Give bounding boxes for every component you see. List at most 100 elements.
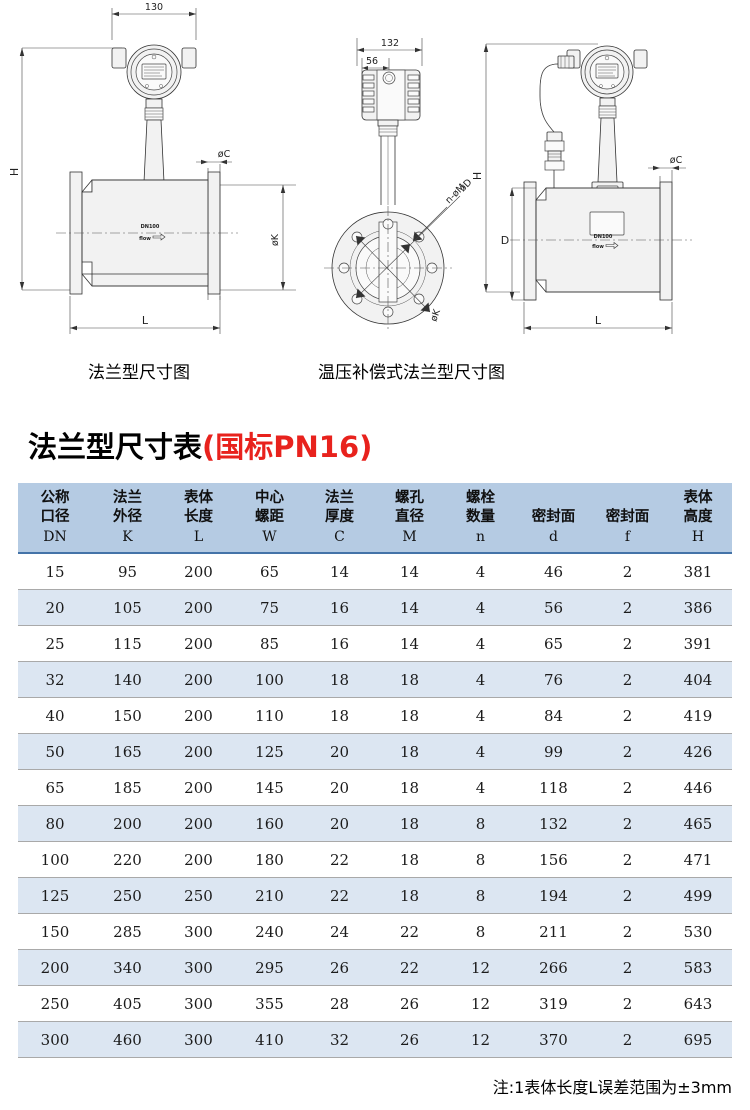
table-cell: 471 bbox=[664, 841, 732, 878]
col-header-w-line2: 螺距 bbox=[255, 509, 284, 525]
body-label-dn: DN100 bbox=[141, 224, 160, 230]
table-cell: 15 bbox=[18, 553, 92, 590]
table-cell: 12 bbox=[445, 985, 516, 1022]
table-cell: 18 bbox=[374, 805, 445, 842]
meter-body: DN100 flow bbox=[56, 171, 238, 295]
table-cell: 12 bbox=[445, 949, 516, 986]
table-cell: 65 bbox=[516, 625, 591, 662]
dim-flange-od-K: øK bbox=[220, 184, 296, 291]
dim-label-length-right: L bbox=[595, 314, 602, 327]
col-header-n-symbol: n bbox=[475, 529, 486, 545]
table-cell: 2 bbox=[591, 949, 664, 986]
dim-label-head-width-132: 132 bbox=[381, 38, 399, 49]
table-cell: 300 bbox=[163, 985, 234, 1022]
dim-label-height-right: H bbox=[471, 172, 484, 180]
table-cell: 2 bbox=[591, 841, 664, 878]
table-row: 100 220 200 180 22 18 8 156 2 471 bbox=[18, 841, 732, 878]
caption-compensated-flange-type: 温压补偿式法兰型尺寸图 bbox=[318, 363, 505, 383]
transmitter-head-right bbox=[566, 45, 648, 204]
col-header-l-line2: 长度 bbox=[184, 509, 213, 525]
col-header-m-line2: 直径 bbox=[395, 509, 424, 525]
col-header-f: 密封面 f bbox=[591, 483, 664, 554]
table-cell: 2 bbox=[591, 733, 664, 770]
table-cell: 2 bbox=[591, 913, 664, 950]
table-cell: 200 bbox=[163, 553, 234, 590]
col-header-l-symbol: L bbox=[193, 529, 204, 545]
table-cell: 300 bbox=[163, 949, 234, 986]
table-cell: 22 bbox=[305, 841, 374, 878]
table-cell: 210 bbox=[234, 877, 305, 914]
table-cell: 200 bbox=[18, 949, 92, 986]
dim-label-flange-od-D: D bbox=[501, 234, 509, 247]
table-cell: 105 bbox=[92, 589, 163, 626]
table-cell: 4 bbox=[445, 553, 516, 590]
table-cell: 695 bbox=[664, 1021, 732, 1058]
spec-table-container: 公称 口径 DN 法兰 外径 K 表体 长度 L 中心 螺距 W bbox=[18, 483, 732, 1058]
table-cell: 80 bbox=[18, 805, 92, 842]
table-cell: 4 bbox=[445, 661, 516, 698]
table-header: 公称 口径 DN 法兰 外径 K 表体 长度 L 中心 螺距 W bbox=[18, 483, 732, 554]
table-cell: 460 bbox=[92, 1021, 163, 1058]
table-cell: 2 bbox=[591, 769, 664, 806]
table-cell: 125 bbox=[18, 877, 92, 914]
col-header-k-line1: 法兰 bbox=[113, 490, 142, 506]
table-cell: 391 bbox=[664, 625, 732, 662]
table-cell: 95 bbox=[92, 553, 163, 590]
table-cell: 340 bbox=[92, 949, 163, 986]
table-cell: 8 bbox=[445, 805, 516, 842]
table-cell: 266 bbox=[516, 949, 591, 986]
table-cell: 22 bbox=[374, 949, 445, 986]
table-cell: 319 bbox=[516, 985, 591, 1022]
col-header-h-line1: 表体 bbox=[683, 490, 713, 506]
table-cell: 20 bbox=[305, 805, 374, 842]
table-cell: 583 bbox=[664, 949, 732, 986]
table-cell: 2 bbox=[591, 805, 664, 842]
table-cell: 160 bbox=[234, 805, 305, 842]
table-cell: 132 bbox=[516, 805, 591, 842]
table-cell: 125 bbox=[234, 733, 305, 770]
table-cell: 50 bbox=[18, 733, 92, 770]
dim-height-H: H bbox=[8, 47, 122, 291]
table-cell: 200 bbox=[163, 805, 234, 842]
table-cell: 20 bbox=[305, 769, 374, 806]
table-cell: 100 bbox=[18, 841, 92, 878]
body-label-flow: flow bbox=[139, 236, 151, 242]
col-header-m-symbol: M bbox=[402, 529, 417, 545]
table-cell: 140 bbox=[92, 661, 163, 698]
table-cell: 2 bbox=[591, 553, 664, 590]
table-cell: 85 bbox=[234, 625, 305, 662]
table-cell: 28 bbox=[305, 985, 374, 1022]
col-header-dn-symbol: DN bbox=[43, 529, 67, 545]
table-cell: 300 bbox=[18, 1021, 92, 1058]
table-cell: 300 bbox=[163, 913, 234, 950]
table-row: 300 460 300 410 32 26 12 370 2 695 bbox=[18, 1021, 732, 1058]
table-cell: 240 bbox=[234, 913, 305, 950]
col-header-n: 螺栓 数量 n bbox=[445, 483, 516, 554]
dim-height-H-right: H bbox=[471, 43, 598, 293]
table-cell: 185 bbox=[92, 769, 163, 806]
table-cell: 200 bbox=[163, 769, 234, 806]
col-header-d: 密封面 d bbox=[516, 483, 591, 554]
col-header-w: 中心 螺距 W bbox=[234, 483, 305, 554]
table-cell: 22 bbox=[305, 877, 374, 914]
table-row: 65 185 200 145 20 18 4 118 2 446 bbox=[18, 769, 732, 806]
col-header-w-line1: 中心 bbox=[255, 490, 284, 506]
dim-label-flange-thickness: øC bbox=[218, 149, 231, 160]
dim-label-head-width: 130 bbox=[145, 2, 163, 13]
col-header-c-line1: 法兰 bbox=[325, 490, 354, 506]
table-cell: 46 bbox=[516, 553, 591, 590]
table-cell: 18 bbox=[374, 841, 445, 878]
table-cell: 18 bbox=[374, 877, 445, 914]
table-cell: 18 bbox=[305, 697, 374, 734]
table-cell: 300 bbox=[163, 1021, 234, 1058]
dim-head-width-132: 132 bbox=[356, 38, 423, 66]
table-cell: 4 bbox=[445, 625, 516, 662]
table-cell: 115 bbox=[92, 625, 163, 662]
table-cell: 99 bbox=[516, 733, 591, 770]
table-cell: 65 bbox=[234, 553, 305, 590]
table-cell: 499 bbox=[664, 877, 732, 914]
dim-length-L: L bbox=[69, 296, 221, 334]
table-row: 250 405 300 355 28 26 12 319 2 643 bbox=[18, 985, 732, 1022]
col-header-f-line2: 密封面 bbox=[605, 509, 650, 525]
col-header-h-symbol: H bbox=[691, 529, 705, 545]
